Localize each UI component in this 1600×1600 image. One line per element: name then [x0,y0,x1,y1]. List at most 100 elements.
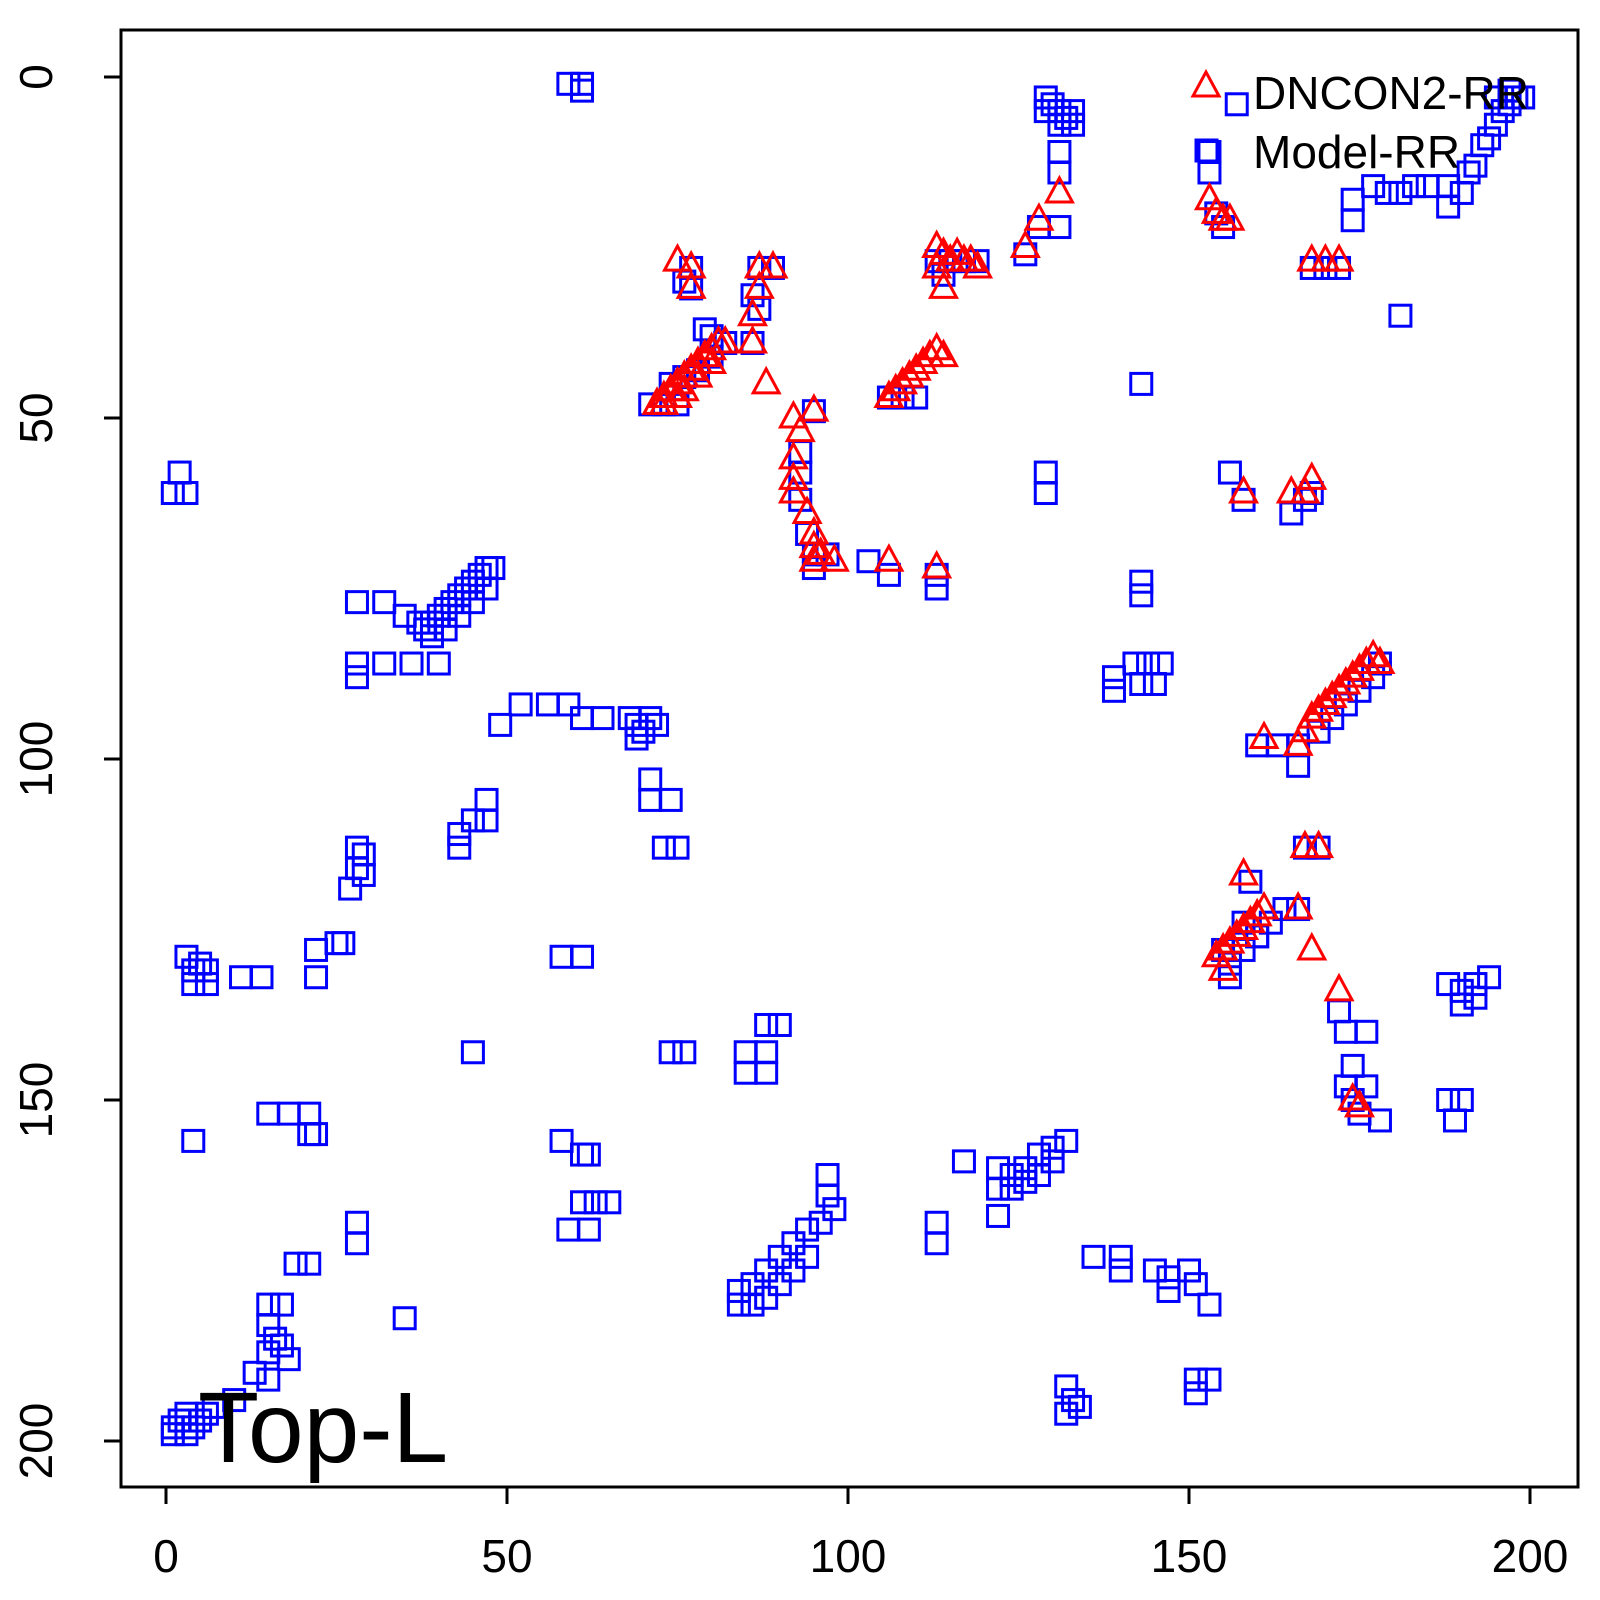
model-rr-point [344,590,369,615]
model-rr-point [1033,481,1058,506]
dncon2-rr-point [1323,972,1355,1002]
dncon2-rr-point [962,249,994,279]
model-rr-point [754,1258,779,1283]
model-rr-point [1258,910,1283,935]
model-rr-point [372,651,397,676]
model-rr-point [201,1394,226,1419]
model-rr-point [1033,85,1058,110]
dncon2-rr-point [1248,720,1280,750]
model-rr-point [1367,1108,1392,1133]
dncon2-rr-point [1234,904,1266,934]
model-rr-point [999,1163,1024,1188]
model-rr-point [754,1012,779,1037]
model-rr-point [194,1401,219,1426]
model-rr-point [1183,1381,1208,1406]
dncon2-rr-point [1330,665,1362,695]
dncon2-rr-point [1282,890,1314,920]
dncon2-rr-point [777,474,809,504]
dncon2-rr-point [1343,652,1376,681]
model-rr-point [1040,1135,1065,1160]
model-rr-point [1197,1367,1222,1392]
dncon2-rr-point [648,386,680,415]
x-tick-label: 200 [1492,1530,1569,1582]
dncon2-rr-point [1343,1088,1376,1118]
model-rr-point [344,1231,369,1256]
model-rr-point [1101,678,1126,703]
model-rr-point [1026,1163,1051,1188]
model-rr-point [1354,1074,1379,1099]
dncon2-rr-point [1214,924,1246,954]
dncon2-rr-point [1323,672,1355,702]
model-rr-point [1456,160,1481,185]
model-rr-point [283,1251,308,1276]
model-rr-point [651,835,676,860]
model-rr-point [1013,1169,1038,1194]
model-rr-point [1497,78,1522,103]
dncon2-rr-point [1303,829,1335,859]
model-rr-point [726,1292,751,1317]
legend-label-dncon2-rr: DNCON2-RR [1253,67,1529,119]
model-rr-point [767,1244,792,1269]
model-rr-point [815,1183,840,1208]
model-rr-point [1197,1292,1222,1317]
model-rr-point [754,1060,779,1085]
model-rr-point [372,590,397,615]
dncon2-rr-point [743,270,775,299]
model-rr-point [1183,1272,1208,1297]
dncon2-rr-point [675,270,707,299]
dncon2-rr-point [1228,911,1260,940]
model-rr-point [174,1422,199,1447]
model-rr-point [460,590,485,615]
model-rr-point [242,1360,267,1385]
model-rr-point [1040,1149,1065,1174]
model-rr-point [474,576,499,601]
model-rr-point [433,617,458,642]
model-rr-point [1142,671,1167,696]
model-rr-point [638,706,663,731]
model-rr-point [1033,99,1058,124]
dncon2-rr-point [880,372,912,402]
corner-annotation: Top-L [198,1372,448,1484]
model-rr-point [726,1278,751,1303]
dncon2-rr-point [784,413,816,443]
model-rr-point [1388,303,1413,328]
dncon2-rr-point [1337,1081,1369,1111]
dncon2-rr-point [900,352,932,381]
model-rr-point [1217,460,1242,485]
dncon2-rr-point [777,440,809,470]
dncon2-rr-point [1207,931,1239,961]
model-rr-point [174,481,199,506]
model-rr-point [1067,1394,1092,1419]
dncon2-rr-point [1248,890,1280,920]
model-rr-point [1101,665,1126,690]
legend-triangle-marker [1190,68,1222,98]
dncon2-rr-point [1023,202,1055,231]
x-axis: 0 50 100 150 200 [153,1485,1569,1582]
dncon2-rr-point [921,549,953,579]
dncon2-rr-point [1296,699,1328,729]
dncon2-rr-point [1214,202,1246,231]
model-rr-point [1463,972,1488,997]
model-rr-point [1061,112,1086,137]
dncon2-rr-point [675,352,707,381]
dncon2-rr-point [887,365,919,395]
model-rr-point [570,1190,595,1215]
model-rr-point [160,481,185,506]
model-rr-point [570,944,595,969]
model-rr-point [1402,174,1427,199]
dncon2-rr-point [1241,897,1273,927]
model-rr-point [1054,1401,1079,1426]
model-rr-point [645,712,670,737]
dncon2-rr-point [1303,693,1335,722]
dncon2-rr-point [927,270,959,299]
model-rr-point [488,712,513,737]
dncon2-rr-point [921,229,953,258]
model-rr-point [1449,992,1474,1017]
model-rr-point [556,692,581,717]
dncon2-rr-point [661,379,694,409]
model-rr-point [269,1292,294,1317]
dncon2-rr-point [798,393,830,422]
dncon2-rr-point [1207,952,1239,981]
model-rr-point [160,1422,185,1447]
dncon2-rr-point [921,331,953,361]
